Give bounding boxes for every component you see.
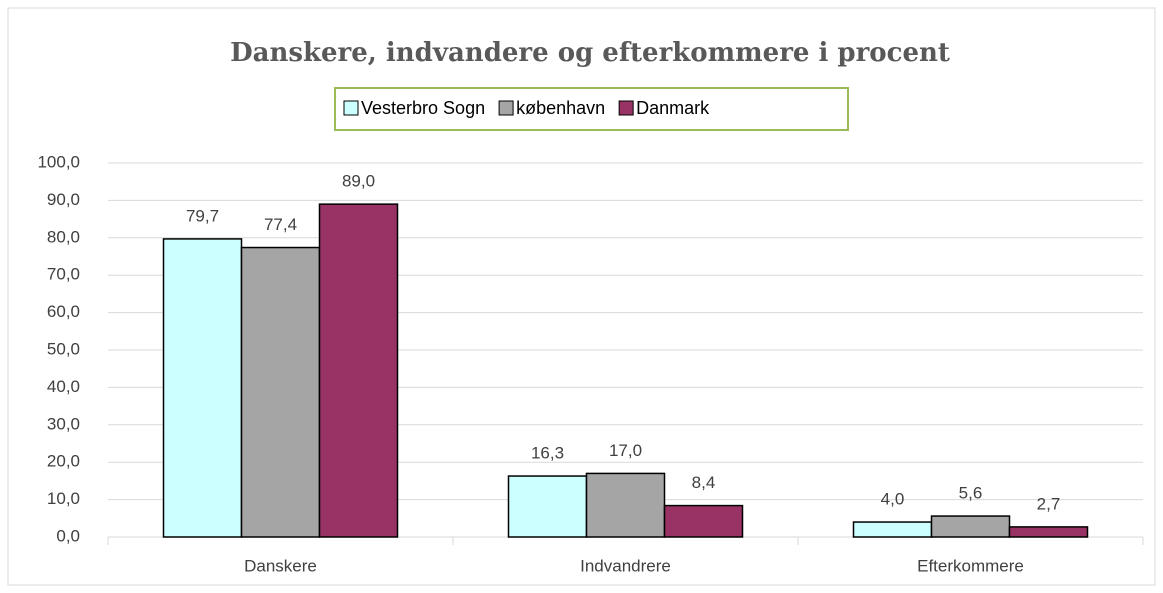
x-tick-label: Indvandrere [580, 556, 671, 575]
bar [852, 521, 933, 538]
y-tick-label: 30,0 [47, 414, 80, 433]
y-tick-label: 100,0 [37, 152, 80, 171]
bar [1008, 526, 1089, 538]
y-tick-label: 20,0 [47, 452, 80, 471]
bar [663, 504, 744, 538]
data-label: 5,6 [959, 484, 983, 503]
bar [318, 203, 399, 538]
bar [930, 515, 1011, 538]
x-tick-label: Danskere [244, 556, 317, 575]
data-label: 16,3 [531, 444, 564, 463]
y-tick-label: 70,0 [47, 265, 80, 284]
legend-label: Danmark [636, 98, 710, 118]
data-label: 17,0 [609, 441, 642, 460]
bar [240, 246, 321, 538]
legend-swatch [343, 100, 359, 116]
y-tick-label: 10,0 [47, 489, 80, 508]
data-label: 77,4 [264, 215, 297, 234]
data-label: 89,0 [342, 172, 375, 191]
y-tick-label: 60,0 [47, 302, 80, 321]
legend-label: københavn [516, 98, 605, 118]
data-label: 79,7 [186, 206, 219, 225]
bar [162, 238, 243, 538]
legend-swatch [498, 100, 514, 116]
bar [585, 472, 666, 538]
data-label: 8,4 [692, 473, 716, 492]
data-label: 2,7 [1037, 494, 1061, 513]
legend-swatch [618, 100, 634, 116]
y-tick-label: 80,0 [47, 227, 80, 246]
y-tick-label: 40,0 [47, 377, 80, 396]
legend-label: Vesterbro Sogn [361, 98, 485, 118]
legend-box [334, 87, 849, 131]
y-tick-label: 50,0 [47, 339, 80, 358]
bar [507, 475, 588, 538]
y-tick-label: 0,0 [56, 526, 80, 545]
data-label: 4,0 [881, 490, 905, 509]
x-tick-label: Efterkommere [917, 556, 1024, 575]
y-tick-label: 90,0 [47, 190, 80, 209]
chart-title: Danskere, indvandere og efterkommere i p… [230, 38, 950, 68]
